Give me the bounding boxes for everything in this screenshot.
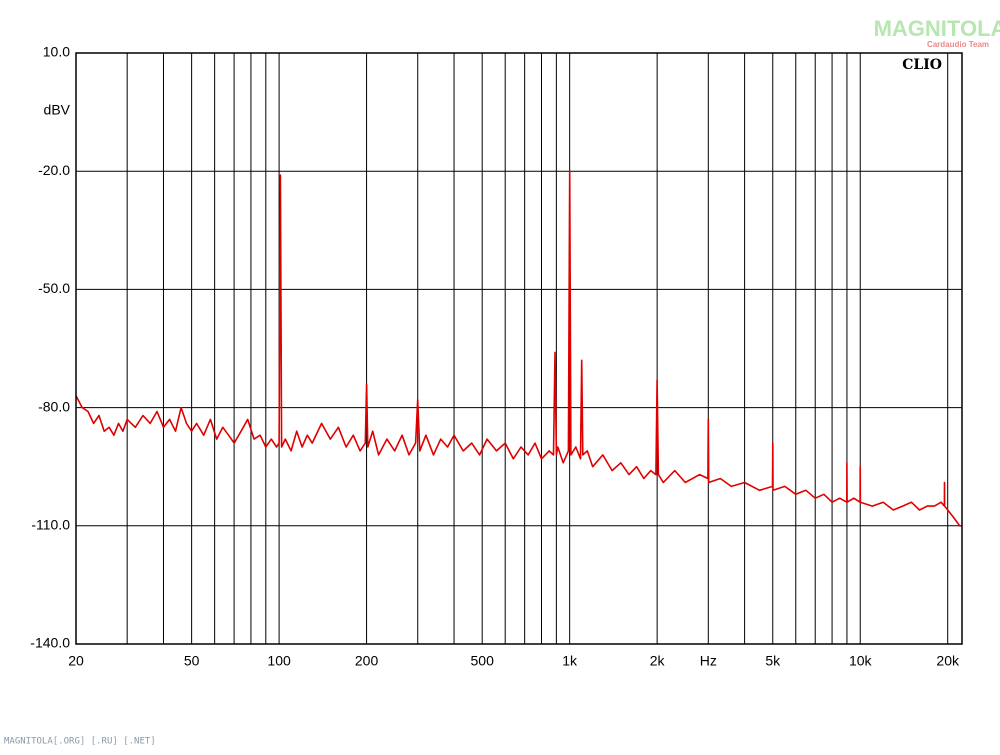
- x-tick-label: 5k: [765, 653, 781, 669]
- spectrum-line: [75, 170, 962, 527]
- y-tick-label: 10.0: [43, 44, 70, 60]
- x-tick-label: Hz: [700, 653, 717, 669]
- x-tick-label: 2k: [650, 653, 666, 669]
- logo: CLIO: [902, 57, 942, 73]
- footer: MAGNITOLA[.ORG] [.RU] [.NET]: [4, 737, 156, 747]
- plot-border: [75, 52, 963, 645]
- x-tick-label: 100: [267, 653, 291, 669]
- y-tick-label: -20.0: [38, 162, 70, 178]
- x-tick-label: 20: [68, 653, 84, 669]
- x-tick-label: 50: [184, 653, 200, 669]
- x-tick-label: 200: [355, 653, 379, 669]
- y-axis-label: dBV: [44, 102, 71, 118]
- y-tick-label: -110.0: [31, 517, 70, 533]
- y-tick-label: -140.0: [30, 635, 70, 651]
- watermark: MAGNITOLA: [874, 16, 1000, 41]
- watermark-sub: Cardaudio Team: [927, 40, 989, 49]
- y-tick-label: -80.0: [38, 398, 70, 414]
- y-tick-label: -50.0: [38, 280, 70, 296]
- x-tick-label: 1k: [562, 653, 578, 669]
- x-tick-label: 10k: [849, 653, 873, 669]
- x-tick-label: 20k: [936, 653, 960, 669]
- x-tick-label: 500: [471, 653, 495, 669]
